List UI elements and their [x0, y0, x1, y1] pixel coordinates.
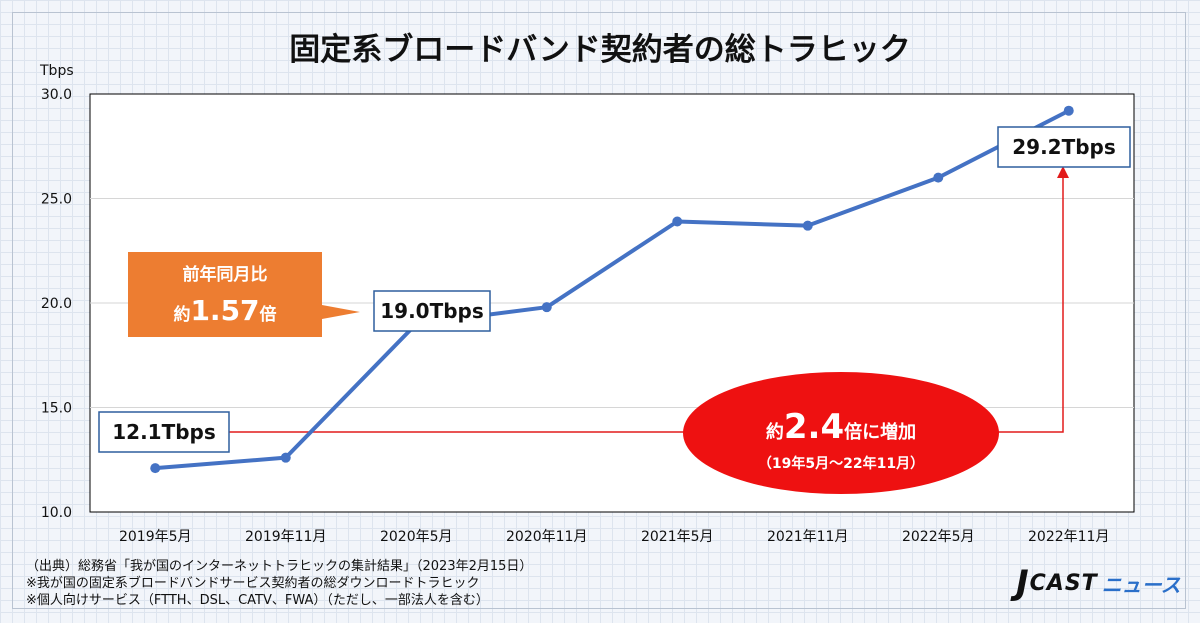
y-tick-label: 10.0 — [41, 505, 72, 521]
x-tick-label: 2022年5月 — [902, 529, 975, 545]
series-line — [153, 108, 1071, 471]
yoy-prefix: 約 — [173, 304, 190, 325]
y-axis-unit: Tbps — [39, 63, 74, 79]
x-tick-label: 2021年5月 — [641, 529, 714, 545]
x-tick-label: 2020年11月 — [506, 529, 587, 545]
yoy-line1: 前年同月比 — [183, 264, 268, 285]
growth-line1: 約2.4倍に増加 — [766, 407, 916, 447]
growth-suffix: 倍に増加 — [844, 421, 916, 443]
y-tick-label: 30.0 — [41, 87, 72, 103]
label-end-box — [997, 126, 1131, 168]
data-point — [541, 302, 552, 313]
growth-period: （19年5月～22年11月） — [758, 455, 924, 472]
data-point — [150, 463, 161, 474]
data-point — [933, 172, 944, 183]
label-end: 29.2Tbps — [1012, 135, 1116, 159]
yoy-value: 1.57 — [190, 294, 259, 327]
chart-title: 固定系ブロードバンド契約者の総トラヒック — [289, 32, 911, 68]
label-mid: 19.0Tbps — [380, 299, 484, 323]
chart-frame — [12, 12, 1186, 609]
logo-j: J — [1016, 563, 1029, 603]
growth-value: 2.4 — [784, 407, 844, 447]
yoy-suffix: 倍 — [260, 304, 277, 325]
y-tick-label: 20.0 — [41, 296, 72, 312]
y-tick-label: 15.0 — [41, 401, 72, 417]
x-tick-label: 2019年5月 — [119, 529, 192, 545]
x-tick-label: 2022年11月 — [1028, 529, 1109, 545]
logo-cast: CAST — [1029, 570, 1098, 596]
footnotes: （出典）総務省「我が国のインターネットトラヒックの集計結果」（2023年2月15… — [26, 558, 532, 609]
data-point — [802, 220, 813, 231]
footnote-note-2: ※個人向けサービス（FTTH、DSL、CATV、FWA）（ただし、一部法人を含む… — [26, 593, 489, 608]
growth-prefix: 約 — [766, 421, 784, 443]
yoy-line2: 約1.57倍 — [173, 294, 276, 327]
growth-arrow-head — [1057, 166, 1069, 178]
x-tick-label: 2021年11月 — [767, 529, 848, 545]
label-mid-box — [373, 290, 491, 332]
label-start: 12.1Tbps — [112, 420, 216, 444]
data-point — [1063, 105, 1074, 116]
footnote-source: （出典）総務省「我が国のインターネットトラヒックの集計結果」（2023年2月15… — [26, 559, 533, 574]
x-tick-label: 2019年11月 — [245, 529, 326, 545]
jcast-logo: J CAST ニュース — [1016, 563, 1181, 603]
growth-arrow-line — [195, 176, 1064, 433]
footnote-note-1: ※我が国の固定系ブロードバンドサービス契約者の総ダウンロードトラヒック — [26, 576, 480, 591]
label-start-box — [98, 411, 230, 453]
growth-ellipse — [683, 372, 999, 494]
data-point — [672, 216, 683, 227]
x-tick-label: 2020年5月 — [380, 529, 453, 545]
data-point — [280, 452, 291, 463]
y-tick-label: 25.0 — [41, 192, 72, 208]
logo-news: ニュース — [1101, 572, 1181, 597]
yoy-callout — [128, 252, 360, 337]
